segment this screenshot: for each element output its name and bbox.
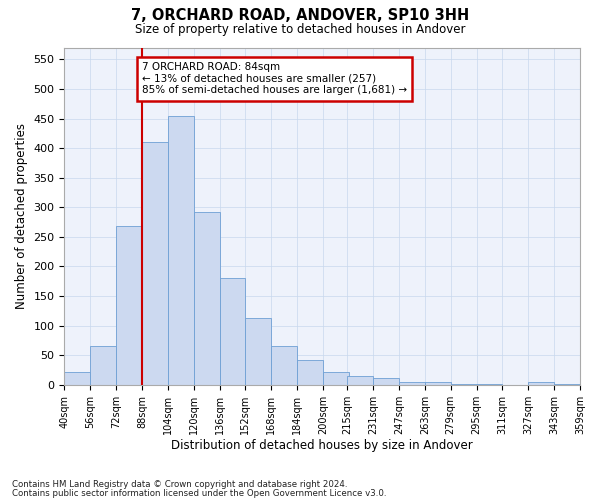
Bar [425,382,451,385]
Bar [399,382,425,385]
X-axis label: Distribution of detached houses by size in Andover: Distribution of detached houses by size … [172,440,473,452]
Bar [90,346,116,385]
Bar [297,360,323,385]
Bar [142,142,168,385]
Text: 7, ORCHARD ROAD, ANDOVER, SP10 3HH: 7, ORCHARD ROAD, ANDOVER, SP10 3HH [131,8,469,22]
Bar [554,384,580,385]
Bar [323,372,349,385]
Bar [476,384,502,385]
Text: Size of property relative to detached houses in Andover: Size of property relative to detached ho… [135,22,465,36]
Bar [347,376,373,385]
Text: Contains public sector information licensed under the Open Government Licence v3: Contains public sector information licen… [12,489,386,498]
Text: Contains HM Land Registry data © Crown copyright and database right 2024.: Contains HM Land Registry data © Crown c… [12,480,347,489]
Bar [271,346,297,385]
Bar [451,384,476,385]
Bar [373,378,399,385]
Text: 7 ORCHARD ROAD: 84sqm
← 13% of detached houses are smaller (257)
85% of semi-det: 7 ORCHARD ROAD: 84sqm ← 13% of detached … [142,62,407,96]
Y-axis label: Number of detached properties: Number of detached properties [15,123,28,309]
Bar [64,372,90,385]
Bar [528,382,554,385]
Bar [245,318,271,385]
Bar [194,212,220,385]
Bar [168,116,194,385]
Bar [220,278,245,385]
Bar [116,226,142,385]
